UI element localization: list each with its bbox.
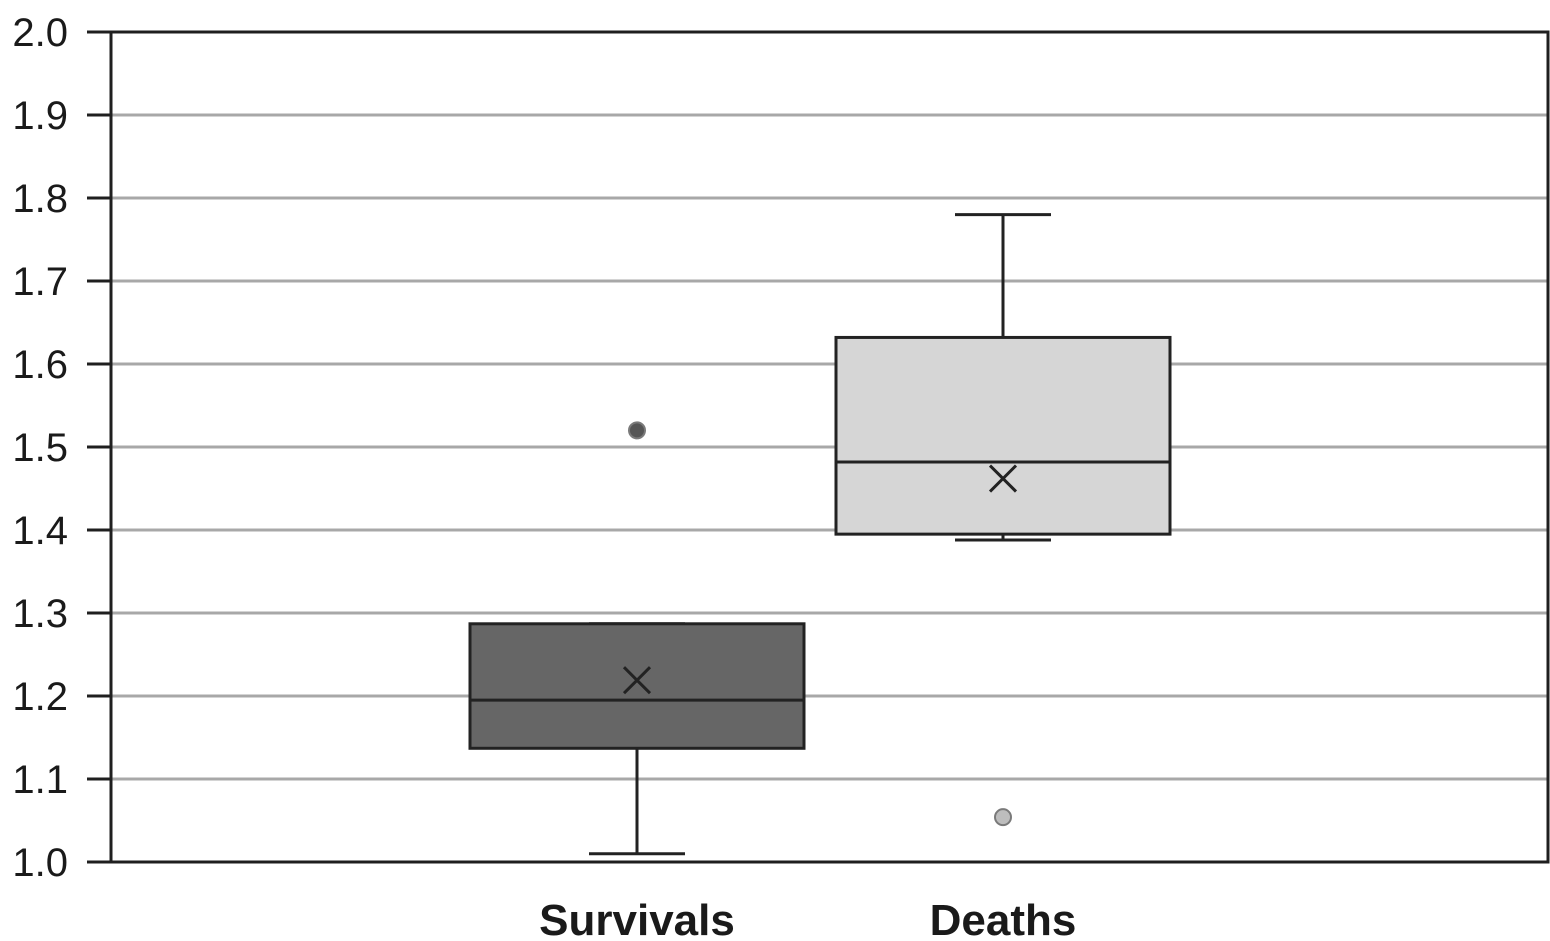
gridlines	[111, 113, 1548, 781]
iqr-box	[834, 335, 1172, 536]
x-tick-label: Deaths	[930, 896, 1077, 941]
y-tick-label: 1.7	[12, 260, 68, 304]
iqr-box	[468, 622, 806, 750]
boxes	[468, 213, 1172, 856]
box-group-deaths	[834, 213, 1172, 827]
y-tick-label: 1.5	[12, 426, 68, 470]
y-tick-label: 1.1	[12, 758, 68, 802]
x-tick-label: Survivals	[539, 896, 735, 941]
mean-marker	[988, 464, 1018, 493]
y-tick-label: 1.0	[12, 841, 68, 885]
mean-marker	[622, 666, 652, 695]
y-tick-label: 1.4	[12, 509, 68, 553]
plot-frame	[109, 30, 1550, 864]
y-tick-label: 1.2	[12, 675, 68, 719]
y-axis: 1.0 1.1 1.2 1.3 1.4 1.5 1.6 1.7 1.8 1.9 2.0	[12, 11, 111, 885]
x-axis: Survivals Deaths	[539, 896, 1076, 941]
outlier-point	[628, 421, 646, 440]
y-tick-label: 1.9	[12, 94, 68, 138]
y-tick-label: 1.3	[12, 592, 68, 636]
y-tick-label: 1.8	[12, 177, 68, 221]
y-tick-label: 2.0	[12, 11, 68, 55]
y-tick-label: 1.6	[12, 343, 68, 387]
box-group-survivals	[468, 421, 806, 856]
outlier-point	[994, 808, 1012, 827]
